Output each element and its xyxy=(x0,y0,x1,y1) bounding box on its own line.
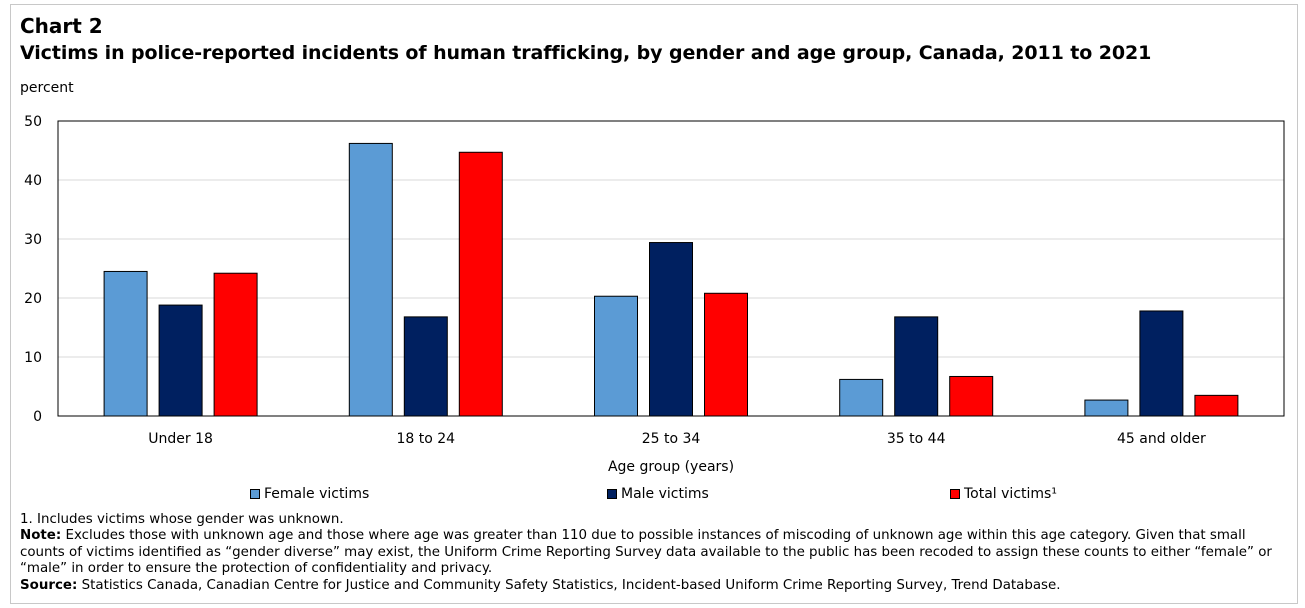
bar-chart: 0 10 20 30 40 50 Under 18 18 to 24 25 to 34 35 to… xyxy=(24,114,1285,475)
bar-male xyxy=(403,316,448,417)
chart-title: Victims in police-reported incidents of … xyxy=(20,42,1152,64)
note-label: Note: xyxy=(20,528,62,544)
bar-female xyxy=(103,270,148,417)
bar-total xyxy=(213,272,258,417)
bar-male xyxy=(1139,310,1184,417)
y-tick-label: 10 xyxy=(24,350,42,366)
chart-frame xyxy=(10,4,1298,604)
bar-total xyxy=(949,375,994,417)
bar-total xyxy=(1194,394,1239,417)
plot-area-border xyxy=(57,120,1285,417)
x-tick-label: 18 to 24 xyxy=(397,431,456,447)
legend-label: Male victims xyxy=(621,486,709,502)
x-tick-label: Under 18 xyxy=(148,431,213,447)
bar-male xyxy=(158,304,203,417)
legend-item: Total victims¹ xyxy=(950,486,1057,502)
x-axis-title: Age group (years) xyxy=(608,459,734,475)
y-tick-label: 30 xyxy=(24,232,42,248)
legend-item: Male victims xyxy=(607,486,709,502)
source-paragraph: Source: Statistics Canada, Canadian Cent… xyxy=(20,578,1290,594)
y-tick-label: 20 xyxy=(24,291,42,307)
chart-number: Chart 2 xyxy=(20,14,103,38)
x-tick-label: 35 to 44 xyxy=(887,431,946,447)
legend-label: Female victims xyxy=(264,486,370,502)
bar-female xyxy=(594,295,638,417)
legend: Female victims Male victims Total victims¹ xyxy=(0,486,1305,506)
bar-male xyxy=(649,242,693,417)
y-axis-label: percent xyxy=(20,80,74,96)
legend-item: Female victims xyxy=(250,486,369,502)
y-tick-label: 40 xyxy=(24,173,42,189)
legend-swatch xyxy=(950,489,960,499)
x-tick-label: 25 to 34 xyxy=(642,431,701,447)
legend-swatch xyxy=(607,489,617,499)
bar-female xyxy=(839,378,884,417)
bar-total xyxy=(704,292,748,417)
bar-female xyxy=(1084,399,1129,417)
x-tick-label: 45 and older xyxy=(1117,431,1206,447)
chart-notes: 1. Includes victims whose gender was unk… xyxy=(20,512,1290,594)
note-paragraph: Note: Excludes those with unknown age an… xyxy=(20,528,1290,577)
bar-male xyxy=(894,316,939,417)
bar-total xyxy=(458,151,503,417)
legend-swatch xyxy=(250,489,260,499)
bar-female xyxy=(348,142,393,417)
y-tick-label: 50 xyxy=(24,114,42,130)
y-tick-label: 0 xyxy=(33,409,42,425)
footnote-1: 1. Includes victims whose gender was unk… xyxy=(20,512,344,527)
source-label: Source: xyxy=(20,577,78,593)
legend-label: Total victims¹ xyxy=(964,486,1057,502)
source-text: Statistics Canada, Canadian Centre for J… xyxy=(77,577,1061,593)
note-text: Excludes those with unknown age and thos… xyxy=(20,528,1272,577)
